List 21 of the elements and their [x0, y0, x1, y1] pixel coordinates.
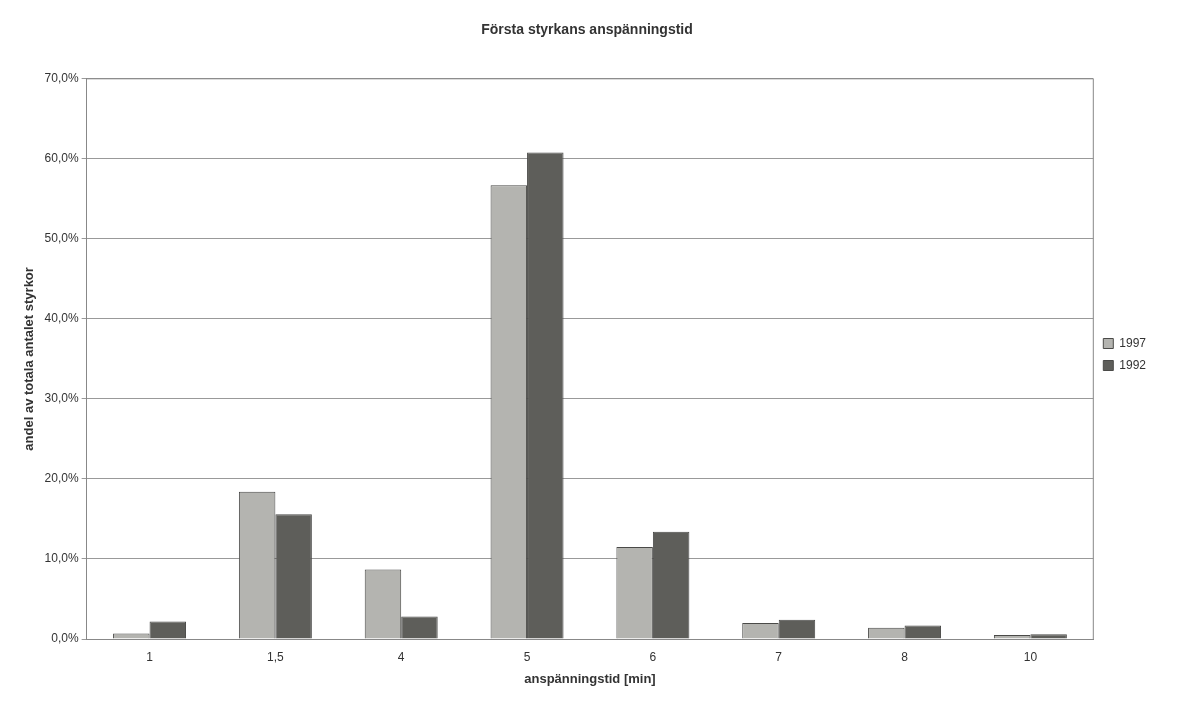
- x-tick-label: 5: [523, 649, 531, 664]
- x-tick-label: 10: [1023, 649, 1038, 664]
- x-tick-label: 6: [649, 649, 657, 664]
- y-tick-label: 10,0%: [44, 551, 79, 566]
- y-tick-label: 70,0%: [44, 71, 79, 86]
- x-tick-label: 4: [397, 649, 405, 664]
- y-tick-label: 50,0%: [44, 231, 79, 246]
- y-tick-label: 30,0%: [44, 391, 79, 406]
- chart-title: Första styrkans anspänningstid: [481, 21, 693, 38]
- y-axis-title: andel av totala antalet styrkor: [21, 267, 37, 451]
- legend-label: 1997: [1119, 335, 1147, 350]
- x-tick-label: 1: [146, 649, 154, 664]
- x-tick-label: 7: [775, 649, 783, 664]
- legend-label: 1992: [1119, 357, 1147, 372]
- x-tick-label: 1,5: [267, 649, 285, 664]
- y-tick-label: 0,0%: [51, 631, 79, 646]
- x-axis-title: anspänningstid [min]: [524, 670, 656, 686]
- y-tick-label: 20,0%: [44, 471, 79, 486]
- y-tick-label: 60,0%: [44, 151, 79, 166]
- y-tick-label: 40,0%: [44, 311, 79, 326]
- x-tick-label: 8: [901, 649, 909, 664]
